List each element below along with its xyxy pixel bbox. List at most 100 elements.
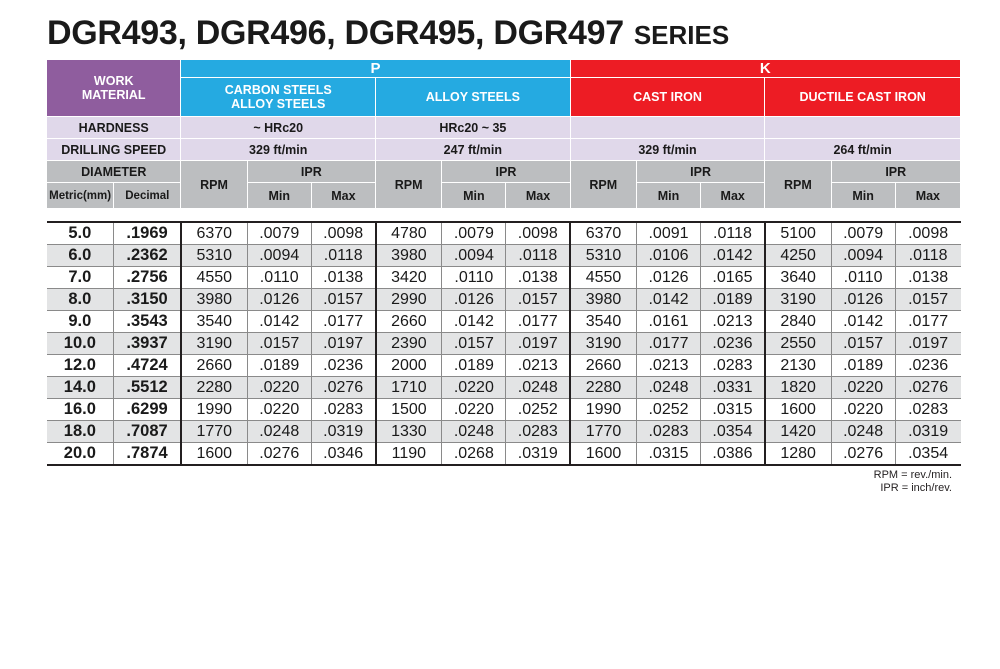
ipr-min-cell: .0252 bbox=[636, 398, 702, 421]
ipr-max-cell: .0138 bbox=[895, 266, 961, 289]
ipr-min-cell: .0106 bbox=[636, 244, 702, 267]
ipr-max-cell: .0319 bbox=[505, 442, 572, 466]
ipr-max-cell: .0319 bbox=[895, 420, 961, 443]
diameter-header: DIAMETER bbox=[45, 160, 182, 183]
rpm-cell: 3980 bbox=[570, 288, 637, 311]
group-p-header: P bbox=[180, 59, 571, 78]
rpm-cell: 4250 bbox=[764, 244, 832, 267]
speeds-feeds-table: WORK MATERIAL P K CARBON STEELS ALLOY ST… bbox=[45, 59, 962, 466]
rpm-cell: 1420 bbox=[764, 420, 832, 443]
ipr-min-cell: .0094 bbox=[831, 244, 896, 267]
metric-cell: 5.0 bbox=[46, 221, 115, 245]
ipr-max-cell: .0346 bbox=[311, 442, 377, 466]
rpm-cell: 3420 bbox=[375, 266, 443, 289]
decimal-cell: .4724 bbox=[113, 354, 182, 377]
rpm-cell: 4550 bbox=[180, 266, 248, 289]
table-row: 5.0.1969 6370.0079.0098 4780.0079.0098 6370… bbox=[46, 221, 961, 245]
material-carbon-alloy-steels: CARBON STEELS ALLOY STEELS bbox=[180, 77, 377, 117]
table-row: 6.0.2362 5310.0094.0118 3980.0094.0118 5310… bbox=[46, 244, 961, 267]
ipr-max-cell: .0283 bbox=[505, 420, 572, 443]
rpm-cell: 2660 bbox=[570, 354, 637, 377]
rpm-cell: 3190 bbox=[764, 288, 832, 311]
ipr-max-cell: .0213 bbox=[700, 310, 766, 333]
table-row: 20.0.7874 1600.0276.0346 1190.0268.0319 160… bbox=[46, 442, 961, 466]
ipr-max-cell: .0142 bbox=[700, 244, 766, 267]
ipr-min-cell: .0220 bbox=[441, 398, 507, 421]
rpm-cell: 4550 bbox=[570, 266, 637, 289]
hardness-label: HARDNESS bbox=[45, 116, 182, 139]
units-legend: RPM = rev./min. IPR = inch/rev. bbox=[840, 469, 952, 495]
material-alloy-steels: ALLOY STEELS bbox=[375, 77, 571, 117]
table-row: 18.0.7087 1770.0248.0319 1330.0248.0283 177… bbox=[46, 420, 961, 443]
ipr-max-cell: .0283 bbox=[895, 398, 961, 421]
rpm-cell: 3190 bbox=[570, 332, 637, 355]
ipr-min-header: Min bbox=[246, 182, 312, 209]
ipr-min-cell: .0213 bbox=[636, 354, 702, 377]
ipr-min-cell: .0276 bbox=[247, 442, 312, 466]
table-row: 12.0.4724 2660.0189.0236 2000.0189.0213 266… bbox=[46, 354, 961, 377]
ipr-max-cell: .0236 bbox=[311, 354, 377, 377]
ipr-max-cell: .0283 bbox=[311, 398, 377, 421]
ipr-max-cell: .0098 bbox=[505, 221, 572, 245]
rpm-cell: 2840 bbox=[764, 310, 832, 333]
speed-alloy: 247 ft/min bbox=[375, 138, 571, 161]
rpm-cell: 3640 bbox=[764, 266, 832, 289]
rpm-cell: 1190 bbox=[375, 442, 443, 466]
ipr-max-cell: .0138 bbox=[505, 266, 572, 289]
ipr-min-cell: .0079 bbox=[831, 221, 896, 245]
ipr-max-cell: .0236 bbox=[700, 332, 766, 355]
ipr-max-cell: .0248 bbox=[505, 376, 572, 399]
rpm-cell: 1600 bbox=[570, 442, 637, 466]
rpm-cell: 5310 bbox=[180, 244, 248, 267]
ipr-min-cell: .0126 bbox=[441, 288, 507, 311]
rpm-cell: 1330 bbox=[375, 420, 443, 443]
ipr-max-cell: .0138 bbox=[311, 266, 377, 289]
rpm-cell: 2550 bbox=[764, 332, 832, 355]
metric-cell: 10.0 bbox=[46, 332, 115, 355]
ipr-max-cell: .0276 bbox=[311, 376, 377, 399]
ipr-max-cell: .0165 bbox=[700, 266, 766, 289]
rpm-cell: 2280 bbox=[570, 376, 637, 399]
decimal-cell: .6299 bbox=[113, 398, 182, 421]
rpm-cell: 5100 bbox=[764, 221, 832, 245]
speed-cast-iron: 329 ft/min bbox=[569, 138, 766, 161]
ipr-min-cell: .0079 bbox=[247, 221, 312, 245]
rpm-cell: 2660 bbox=[180, 354, 248, 377]
ipr-max-cell: .0197 bbox=[505, 332, 572, 355]
metric-cell: 18.0 bbox=[46, 420, 115, 443]
ipr-max-cell: .0386 bbox=[700, 442, 766, 466]
ipr-min-cell: .0248 bbox=[247, 420, 312, 443]
rpm-cell: 6370 bbox=[570, 221, 637, 245]
decimal-cell: .5512 bbox=[113, 376, 182, 399]
spacer bbox=[46, 208, 961, 222]
rpm-cell: 3540 bbox=[180, 310, 248, 333]
ipr-min-cell: .0220 bbox=[441, 376, 507, 399]
rpm-header: RPM bbox=[180, 160, 248, 209]
ipr-max-cell: .0157 bbox=[311, 288, 377, 311]
rpm-cell: 2000 bbox=[375, 354, 443, 377]
rpm-header: RPM bbox=[375, 160, 443, 209]
decimal-cell: .3150 bbox=[113, 288, 182, 311]
ipr-max-cell: .0354 bbox=[895, 442, 961, 466]
ipr-max-cell: .0197 bbox=[895, 332, 961, 355]
ipr-max-cell: .0118 bbox=[311, 244, 377, 267]
rpm-cell: 1770 bbox=[570, 420, 637, 443]
decimal-header: Decimal bbox=[113, 182, 182, 209]
rpm-cell: 1600 bbox=[764, 398, 832, 421]
rpm-cell: 1710 bbox=[375, 376, 443, 399]
ipr-min-cell: .0220 bbox=[831, 398, 896, 421]
page-title: DGR493, DGR496, DGR495, DGR497 SERIES bbox=[47, 14, 729, 53]
rpm-cell: 1990 bbox=[570, 398, 637, 421]
rpm-header: RPM bbox=[764, 160, 832, 209]
ipr-min-cell: .0248 bbox=[636, 376, 702, 399]
ipr-max-cell: .0098 bbox=[895, 221, 961, 245]
rpm-cell: 3540 bbox=[570, 310, 637, 333]
decimal-cell: .2756 bbox=[113, 266, 182, 289]
metric-header: Metric(mm) bbox=[45, 182, 115, 209]
ipr-max-cell: .0189 bbox=[700, 288, 766, 311]
ipr-min-cell: .0110 bbox=[247, 266, 312, 289]
ipr-header: IPR bbox=[246, 160, 377, 183]
rpm-cell: 1280 bbox=[764, 442, 832, 466]
rpm-cell: 1820 bbox=[764, 376, 832, 399]
ipr-max-cell: .0236 bbox=[895, 354, 961, 377]
